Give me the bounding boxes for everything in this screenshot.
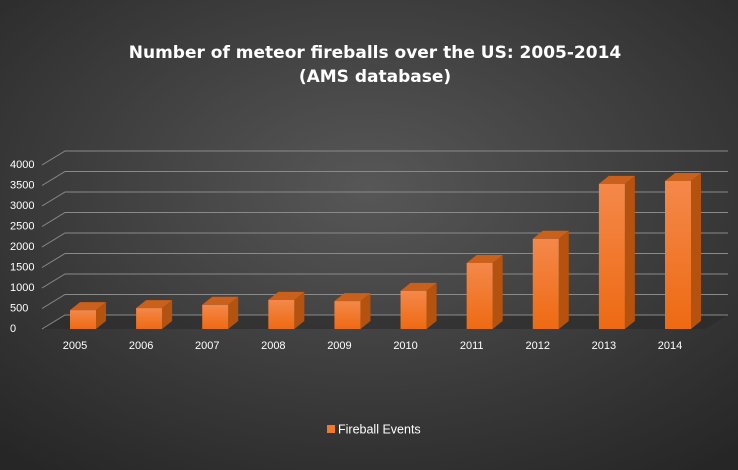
- y-tick-label: 3500: [10, 179, 34, 191]
- grid-line: [41, 253, 728, 268]
- bar: [598, 183, 625, 329]
- x-tick-label: 2006: [129, 340, 153, 352]
- y-tick-label: 500: [10, 302, 28, 314]
- grid-line: [41, 273, 728, 289]
- grid-line: [41, 232, 728, 248]
- y-tick-label: 2000: [10, 241, 34, 253]
- x-tick-label: 2012: [526, 340, 550, 352]
- grid-line: [41, 314, 728, 330]
- x-tick-label: 2007: [195, 340, 219, 352]
- bar-top: [665, 172, 701, 181]
- x-tick-label: 2009: [327, 340, 351, 352]
- bar: [466, 262, 493, 329]
- bar: [268, 299, 295, 329]
- x-tick-label: 2013: [592, 340, 616, 352]
- bar-side: [294, 291, 305, 329]
- bar: [532, 238, 559, 329]
- y-tick-label: 2500: [10, 220, 34, 232]
- bar: [665, 180, 691, 329]
- x-tick-label: 2008: [261, 340, 285, 352]
- chart-title: Number of meteor fireballs over the US: …: [129, 43, 622, 63]
- grid-line: [41, 191, 728, 207]
- bar-side: [492, 254, 503, 329]
- grid-line: [41, 150, 728, 166]
- bar: [70, 310, 96, 329]
- bar-side: [558, 230, 569, 329]
- y-tick-label: 1500: [10, 261, 34, 273]
- x-tick-label: 2005: [63, 340, 87, 352]
- bar: [400, 290, 427, 329]
- y-tick-label: 0: [10, 323, 16, 335]
- grid-line: [41, 212, 728, 227]
- bar: [334, 301, 361, 329]
- bar-top: [598, 175, 635, 184]
- grid-line: [41, 294, 728, 309]
- bar-top: [400, 282, 437, 291]
- bar-side: [96, 302, 106, 329]
- x-tick-label: 2010: [393, 340, 417, 352]
- bar-side: [162, 300, 173, 329]
- bar-top: [268, 291, 305, 300]
- grid-line: [41, 171, 728, 186]
- x-tick-label: 2014: [658, 340, 682, 352]
- bar-side: [426, 282, 437, 329]
- y-tick-label: 4000: [10, 159, 34, 171]
- bar-top: [136, 300, 173, 309]
- bar-top: [466, 254, 503, 263]
- bar-side: [691, 172, 701, 329]
- bar: [136, 308, 163, 329]
- chart-title: (AMS database): [299, 67, 451, 87]
- bar-side: [360, 293, 371, 329]
- bar-side: [624, 175, 635, 329]
- bar-top: [70, 302, 106, 311]
- bar-top: [532, 230, 569, 239]
- bar-side: [228, 296, 239, 329]
- bar: [202, 304, 229, 329]
- y-tick-label: 1000: [10, 282, 34, 294]
- legend-swatch: [327, 425, 335, 433]
- y-tick-label: 3000: [10, 200, 34, 212]
- x-tick-label: 2011: [460, 340, 484, 352]
- bar-top: [334, 293, 371, 302]
- bar-top: [202, 296, 239, 305]
- legend-label: Fireball Events: [338, 422, 421, 436]
